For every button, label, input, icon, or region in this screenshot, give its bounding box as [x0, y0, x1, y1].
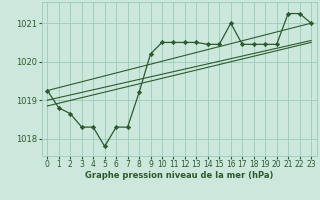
X-axis label: Graphe pression niveau de la mer (hPa): Graphe pression niveau de la mer (hPa) — [85, 171, 273, 180]
